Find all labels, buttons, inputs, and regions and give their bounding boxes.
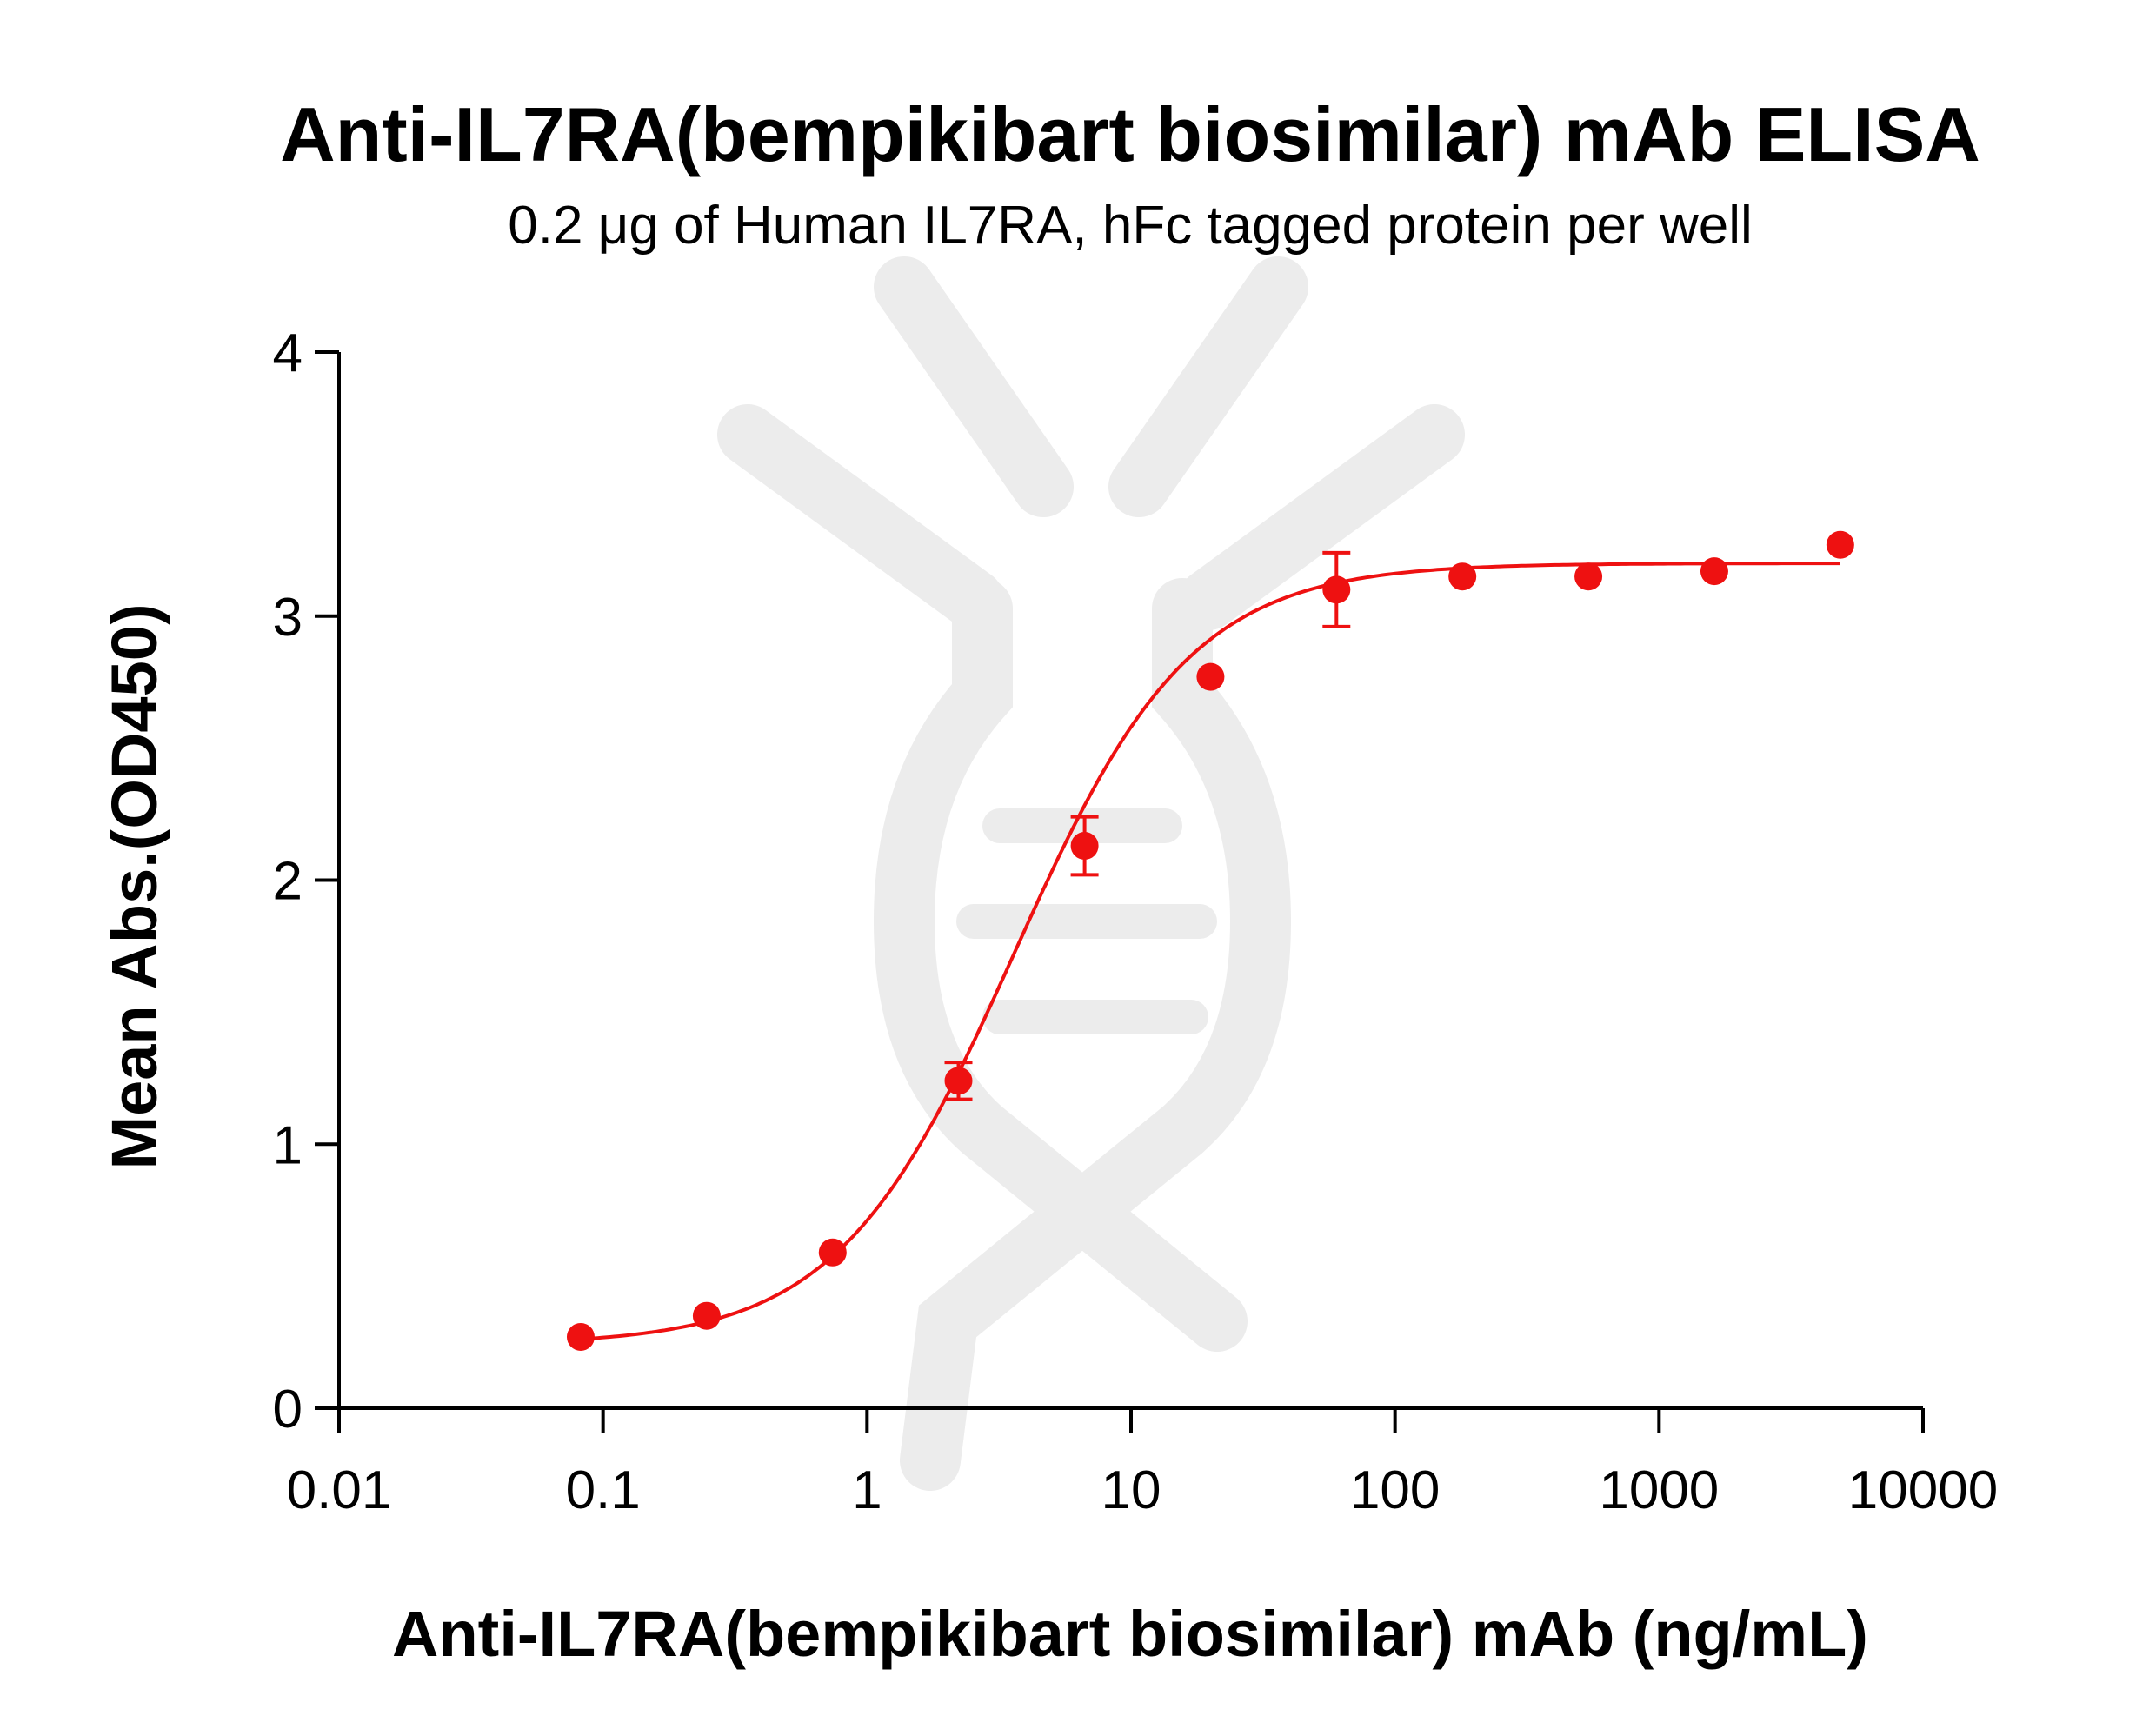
x-axis-label: Anti-IL7RA(bempikibart biosimilar) mAb (… xyxy=(392,1598,1868,1670)
watermark-logo xyxy=(717,256,1465,1491)
x-tick-label: 100 xyxy=(1350,1460,1440,1520)
data-point xyxy=(1700,557,1728,586)
x-tick-label: 10 xyxy=(1101,1460,1161,1520)
chart-subtitle: 0.2 μg of Human IL7RA, hFc tagged protei… xyxy=(508,196,1753,256)
y-tick-label: 1 xyxy=(273,1115,303,1175)
data-points-layer xyxy=(566,530,1854,1351)
chart-title: Anti-IL7RA(bempikibart biosimilar) mAb E… xyxy=(280,91,1980,177)
data-point xyxy=(1196,662,1225,691)
fit-curve-layer xyxy=(580,562,1840,1341)
data-point xyxy=(1826,530,1854,559)
y-tick-label: 0 xyxy=(273,1380,303,1440)
x-tick-label: 10000 xyxy=(1848,1460,1998,1520)
x-axis-ticks: 0.01 0.1 1 10 100 1000 10000 xyxy=(287,1408,1998,1520)
y-tick-label: 4 xyxy=(273,323,303,383)
data-point xyxy=(692,1301,721,1330)
data-point xyxy=(1448,562,1477,591)
data-point xyxy=(818,1238,847,1267)
x-tick-label: 0.1 xyxy=(566,1460,641,1520)
x-tick-label: 1 xyxy=(852,1460,882,1520)
x-tick-label: 1000 xyxy=(1599,1460,1719,1520)
data-point xyxy=(944,1067,973,1095)
fit-curve xyxy=(580,562,1840,1341)
data-point xyxy=(1322,575,1351,604)
y-axis-label: Mean Abs.(OD450) xyxy=(98,603,170,1169)
x-tick-label: 0.01 xyxy=(287,1460,392,1520)
data-point xyxy=(1070,832,1099,861)
data-point xyxy=(1574,562,1603,591)
data-point xyxy=(566,1322,595,1351)
y-axis-ticks: 0 1 2 3 4 xyxy=(273,323,339,1440)
y-tick-label: 3 xyxy=(273,588,303,648)
y-tick-label: 2 xyxy=(273,852,303,912)
